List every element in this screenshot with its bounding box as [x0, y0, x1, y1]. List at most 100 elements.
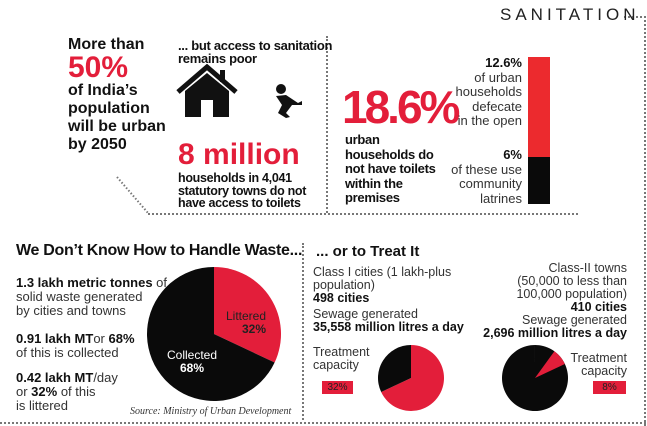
- text: of this is collected: [16, 345, 119, 360]
- pie-slice-collected: [147, 267, 275, 401]
- divider: [116, 176, 149, 214]
- urban-stat: More than 50% of India’s population will…: [68, 36, 166, 154]
- text: 410 cities: [570, 300, 627, 314]
- text: households: [455, 84, 523, 99]
- text: population: [68, 100, 150, 117]
- text: or: [93, 331, 109, 346]
- text: is littered: [16, 398, 69, 413]
- text: urban: [345, 132, 380, 147]
- text: Littered: [226, 309, 267, 323]
- text: capacity: [313, 358, 359, 372]
- open-defecation-label: 12.6% of urban households defecate in th…: [440, 55, 523, 129]
- text: ... but access to sanitation: [178, 38, 333, 53]
- urban-percent: 50%: [68, 51, 129, 84]
- divider: [644, 16, 646, 426]
- households-count: 8 million: [178, 138, 300, 171]
- text: of India’s: [68, 82, 138, 99]
- text: 100,000 population): [516, 287, 627, 301]
- text: by cities and towns: [16, 303, 126, 318]
- text: 2,696 million litres a day: [483, 326, 627, 340]
- class2-capacity-badge: 8%: [593, 381, 626, 394]
- class1-pie: [378, 345, 444, 411]
- divider: [624, 16, 646, 18]
- text: not have toilets: [345, 161, 436, 176]
- text: of: [152, 275, 168, 290]
- text: in the open: [457, 113, 522, 128]
- pie-slice-treated: [381, 345, 444, 411]
- access-desc: households in 4,041 statutory towns do n…: [178, 172, 306, 210]
- text: 6%: [503, 147, 522, 162]
- section-title: SANITATION: [500, 5, 640, 24]
- text: 35,558 million litres a day: [313, 320, 464, 334]
- waste-stat-generated: 1.3 lakh metric tonnes of solid waste ge…: [16, 276, 167, 318]
- pie-label-collected: Collected 68%: [167, 349, 217, 375]
- text: households do: [345, 146, 434, 162]
- class1-treatment-label: Treatment capacity: [313, 346, 370, 372]
- text: of this: [57, 384, 96, 399]
- text: have access to toilets: [178, 196, 301, 210]
- text: households in 4,041: [178, 171, 292, 185]
- text: Class-II towns: [548, 261, 628, 275]
- text: 68%: [108, 331, 135, 346]
- text: will be urban: [68, 118, 166, 135]
- bar-segment-open-defecation: [528, 57, 550, 157]
- text: latrines: [480, 190, 522, 206]
- class1-capacity-badge: 32%: [322, 381, 353, 394]
- house-icon: [176, 64, 238, 117]
- class1-info: Class I cities (1 lakh-plus population) …: [313, 266, 464, 334]
- text: of urban: [474, 69, 522, 85]
- text: Sewage generated: [313, 307, 418, 321]
- text: /day: [93, 370, 118, 385]
- text: defecate: [472, 98, 522, 114]
- treat-title: ... or to Treat It: [316, 243, 420, 260]
- text: 32%: [31, 384, 58, 399]
- pie-label-littered: Littered 32%: [226, 310, 266, 336]
- text: 68%: [180, 361, 205, 375]
- no-toilet-percent: 18.6%: [342, 81, 460, 133]
- divider: [148, 213, 578, 215]
- waste-title: We Don’t Know How to Handle Waste...: [16, 242, 303, 259]
- text: Class I cities (1 lakh-plus: [313, 265, 452, 279]
- divider: [0, 422, 646, 424]
- divider: [302, 243, 304, 420]
- text: 32%: [242, 322, 267, 336]
- text: 498 cities: [313, 291, 370, 305]
- text: 1.3 lakh metric tonnes: [16, 275, 153, 290]
- waste-pie: [147, 267, 281, 401]
- text: 0.91 lakh MT: [16, 331, 94, 346]
- text: (50,000 to less than: [517, 274, 627, 288]
- text: of these use: [451, 161, 522, 177]
- text: population): [313, 278, 375, 292]
- text: capacity: [581, 364, 627, 378]
- text: Sewage generated: [522, 313, 627, 327]
- class2-treatment-label: Treatment capacity: [560, 352, 627, 378]
- waste-stat-littered: 0.42 lakh MT/day or 32% of this is litte…: [16, 371, 118, 413]
- text: More than: [68, 36, 145, 53]
- pie-slice-other: [378, 345, 411, 393]
- text: Treatment: [570, 351, 627, 365]
- stacked-bar: [528, 57, 550, 204]
- pie-slice-treated: [535, 351, 565, 378]
- bar-segment-community-latrines: [528, 156, 550, 204]
- community-latrines-label: 6% of these use community latrines: [430, 147, 522, 206]
- pie-slice-littered: [214, 267, 281, 363]
- source-note: Source: Ministry of Urban Development: [130, 406, 292, 417]
- text: within the: [345, 175, 403, 191]
- text: by 2050: [68, 136, 127, 153]
- waste-stat-collected: 0.91 lakh MTor 68% of this is collected: [16, 332, 135, 360]
- text: Treatment: [313, 345, 370, 359]
- text: solid waste generated: [16, 289, 143, 304]
- text: statutory towns do not: [178, 183, 307, 198]
- divider: [326, 36, 328, 213]
- class2-info: Class-II towns (50,000 to less than 100,…: [470, 262, 627, 340]
- text: community: [459, 176, 522, 191]
- text: remains poor: [178, 51, 257, 66]
- text: premises: [345, 190, 400, 205]
- text: Collected: [167, 348, 218, 362]
- squatting-person-icon: [276, 84, 302, 118]
- no-toilet-desc: urban households do not have toilets wit…: [345, 132, 436, 206]
- access-intro: ... but access to sanitation remains poo…: [178, 39, 332, 65]
- text: 0.42 lakh MT: [16, 370, 94, 385]
- class2-pie: [502, 345, 569, 411]
- text: or: [16, 384, 32, 399]
